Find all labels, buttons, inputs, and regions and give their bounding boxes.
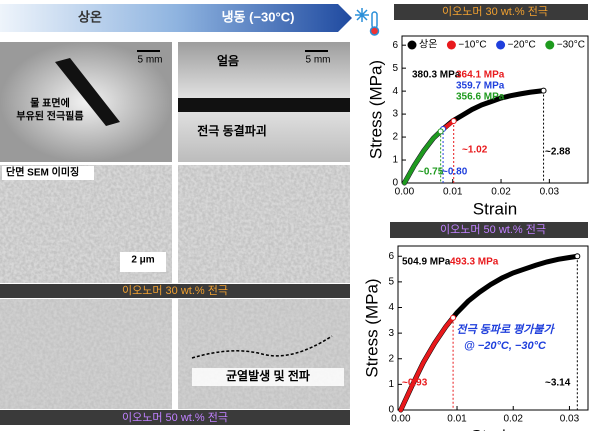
title-bg	[390, 222, 588, 238]
electrode-film	[55, 58, 120, 126]
annotation: ~0.93	[402, 378, 428, 389]
x-tick-label: 0.01	[447, 414, 467, 425]
annotation: 356.6 MPa	[456, 92, 505, 103]
y-tick-label: 3	[388, 328, 394, 339]
y-tick-label: 2	[392, 132, 398, 143]
annotation: 493.3 MPa	[450, 257, 499, 268]
banner	[0, 284, 350, 298]
annotation: 359.7 MPa	[456, 81, 505, 92]
scale-label: 5 mm	[306, 55, 331, 66]
title-bg	[394, 4, 588, 20]
legend-label: −30°C	[557, 40, 585, 51]
header-left: 상온	[78, 9, 102, 24]
banner-50: 이오노머 50 wt.% 전극	[122, 411, 228, 424]
annotation: ~2.88	[545, 147, 571, 158]
sem-scale: 2 μm	[131, 255, 154, 266]
annotation: ~0.80	[442, 167, 468, 178]
left-panel: 상온 냉동 (−30°C) 5 mm 물 표면에 부유된 전극필름 5 mm 얼…	[0, 4, 380, 425]
ice-label: 얼음	[217, 53, 239, 68]
legend-marker	[446, 40, 456, 50]
sem-label: 단면 SEM 이미징	[6, 166, 79, 179]
end-point	[574, 253, 581, 260]
sem-texture	[0, 299, 172, 409]
y-tick-label: 3	[392, 109, 398, 120]
legend-label: 상온	[419, 39, 437, 51]
x-axis-label: Strain	[473, 199, 517, 218]
x-tick-label: 0.01	[443, 187, 463, 198]
annotation: ~3.14	[545, 378, 571, 389]
x-tick-label: 0.02	[504, 414, 524, 425]
x-tick-label: 0.03	[560, 414, 580, 425]
annotation: 364.1 MPa	[456, 70, 505, 81]
crack-label: 균열발생 및 전파	[226, 368, 310, 383]
sem-texture	[178, 165, 350, 283]
header-right: 냉동 (−30°C)	[222, 9, 295, 24]
annotation: ~1.02	[462, 145, 488, 156]
y-tick-label: 4	[388, 302, 394, 313]
y-tick-label: 0	[392, 178, 398, 189]
y-tick-label: 0	[388, 405, 394, 416]
x-tick-label: 0.00	[395, 187, 415, 198]
chart-title: 이오노머 30 wt.% 전극	[442, 5, 548, 18]
label-bg	[192, 368, 344, 386]
legend-marker	[407, 40, 417, 50]
photo-room-temp	[0, 42, 172, 162]
caption: 물 표면에	[30, 97, 70, 110]
y-axis-label: Stress (MPa)	[366, 60, 385, 159]
legend-marker	[496, 40, 506, 50]
y-tick-label: 5	[388, 277, 394, 288]
y-tick-label: 1	[388, 379, 394, 390]
crack-arrow	[191, 335, 333, 359]
x-axis-label: Strain	[471, 426, 515, 431]
end-point	[450, 314, 457, 321]
annotation: @ −20°C, −30°C	[464, 340, 547, 352]
y-tick-label: 4	[392, 86, 398, 97]
x-tick-label: 0.00	[391, 414, 411, 425]
annotation: 504.9 MPa	[402, 257, 451, 268]
caption: 부유된 전극필름	[16, 110, 83, 123]
legend-label: −20°C	[508, 40, 536, 51]
thermometer-icon	[355, 8, 380, 36]
legend-marker	[545, 40, 555, 50]
legend-label: −10°C	[458, 40, 486, 51]
y-tick-label: 2	[388, 353, 394, 364]
plot-frame	[397, 245, 589, 411]
label-bg	[2, 166, 94, 180]
y-tick-label: 6	[388, 251, 394, 262]
y-tick-label: 5	[392, 63, 398, 74]
series-line	[398, 315, 456, 412]
electrode-film	[178, 98, 350, 112]
y-axis-label: Stress (MPa)	[362, 278, 381, 377]
series-line	[402, 129, 443, 185]
annotation: ~0.75	[418, 167, 444, 178]
scale-label: 5 mm	[138, 55, 163, 66]
end-point	[437, 128, 444, 135]
plot-frame	[401, 35, 589, 184]
caption: 전극 동결파괴	[197, 123, 267, 138]
temperature-arrow	[0, 4, 352, 32]
end-point	[450, 117, 457, 124]
x-tick-label: 0.02	[491, 187, 511, 198]
x-tick-label: 0.03	[540, 187, 560, 198]
banner	[0, 410, 350, 425]
y-tick-label: 6	[392, 40, 398, 51]
annotation: 전극 동파로 평가불가	[456, 323, 555, 336]
chart-title: 이오노머 50 wt.% 전극	[440, 223, 546, 236]
y-tick-label: 1	[392, 155, 398, 166]
banner-30: 이오노머 30 wt.% 전극	[122, 284, 228, 297]
annotation: 380.3 MPa	[412, 70, 461, 81]
end-point	[540, 87, 547, 94]
label-bg	[120, 252, 166, 272]
